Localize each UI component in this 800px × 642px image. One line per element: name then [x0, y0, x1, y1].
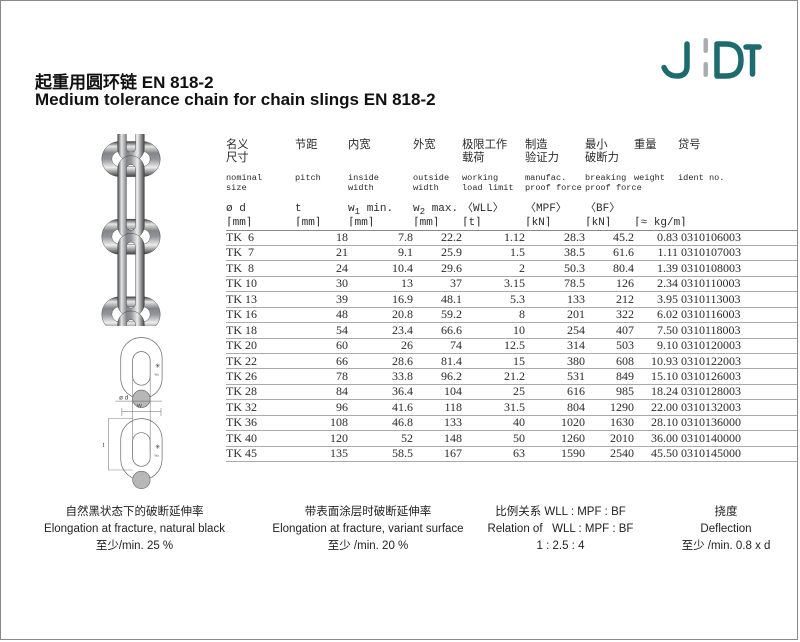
svg-text:t: t: [103, 442, 105, 449]
svg-text:✳: ✳: [155, 362, 161, 370]
svg-text:w₂: w₂: [155, 453, 160, 458]
svg-text:ø d: ø d: [119, 395, 129, 402]
svg-text:w₂: w₂: [155, 372, 160, 377]
svg-text:w: w: [136, 403, 142, 410]
svg-text:✳: ✳: [155, 443, 161, 451]
